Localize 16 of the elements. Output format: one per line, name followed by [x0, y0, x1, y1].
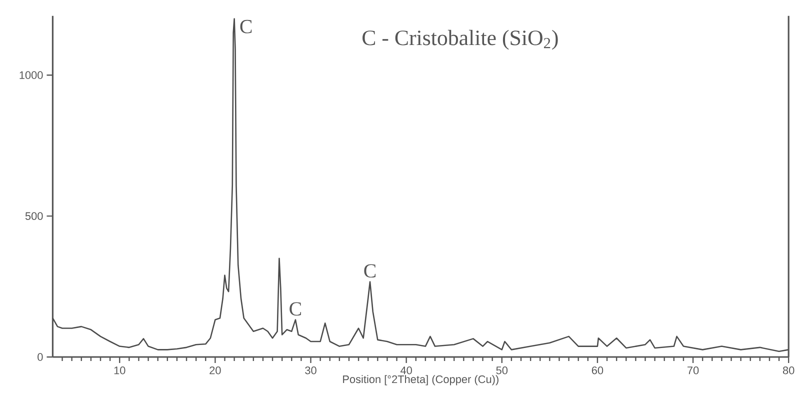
x-tick-label: 70 [688, 366, 699, 374]
annotation: C [290, 302, 301, 316]
annotation: C [364, 264, 376, 278]
x-tick-label: 80 [782, 366, 794, 374]
annotation: C [240, 20, 252, 34]
x-tick-label: 30 [305, 366, 316, 374]
annotation: C - Cristobalite (SiO$_{2}$) [362, 30, 558, 50]
x-tick-label: 50 [496, 366, 508, 374]
y-tick-label: 500 [25, 212, 43, 220]
y-tick-label: 1000 [20, 71, 43, 80]
x-axis-title: Position [°2Theta] (Copper (Cu)) [343, 375, 498, 386]
x-tick-label: 60 [592, 366, 604, 374]
y-tick-label: 0 [38, 353, 43, 362]
x-tick-label: 20 [210, 366, 221, 374]
x-tick-label: 40 [400, 366, 412, 374]
x-tick-label: 10 [114, 366, 126, 374]
